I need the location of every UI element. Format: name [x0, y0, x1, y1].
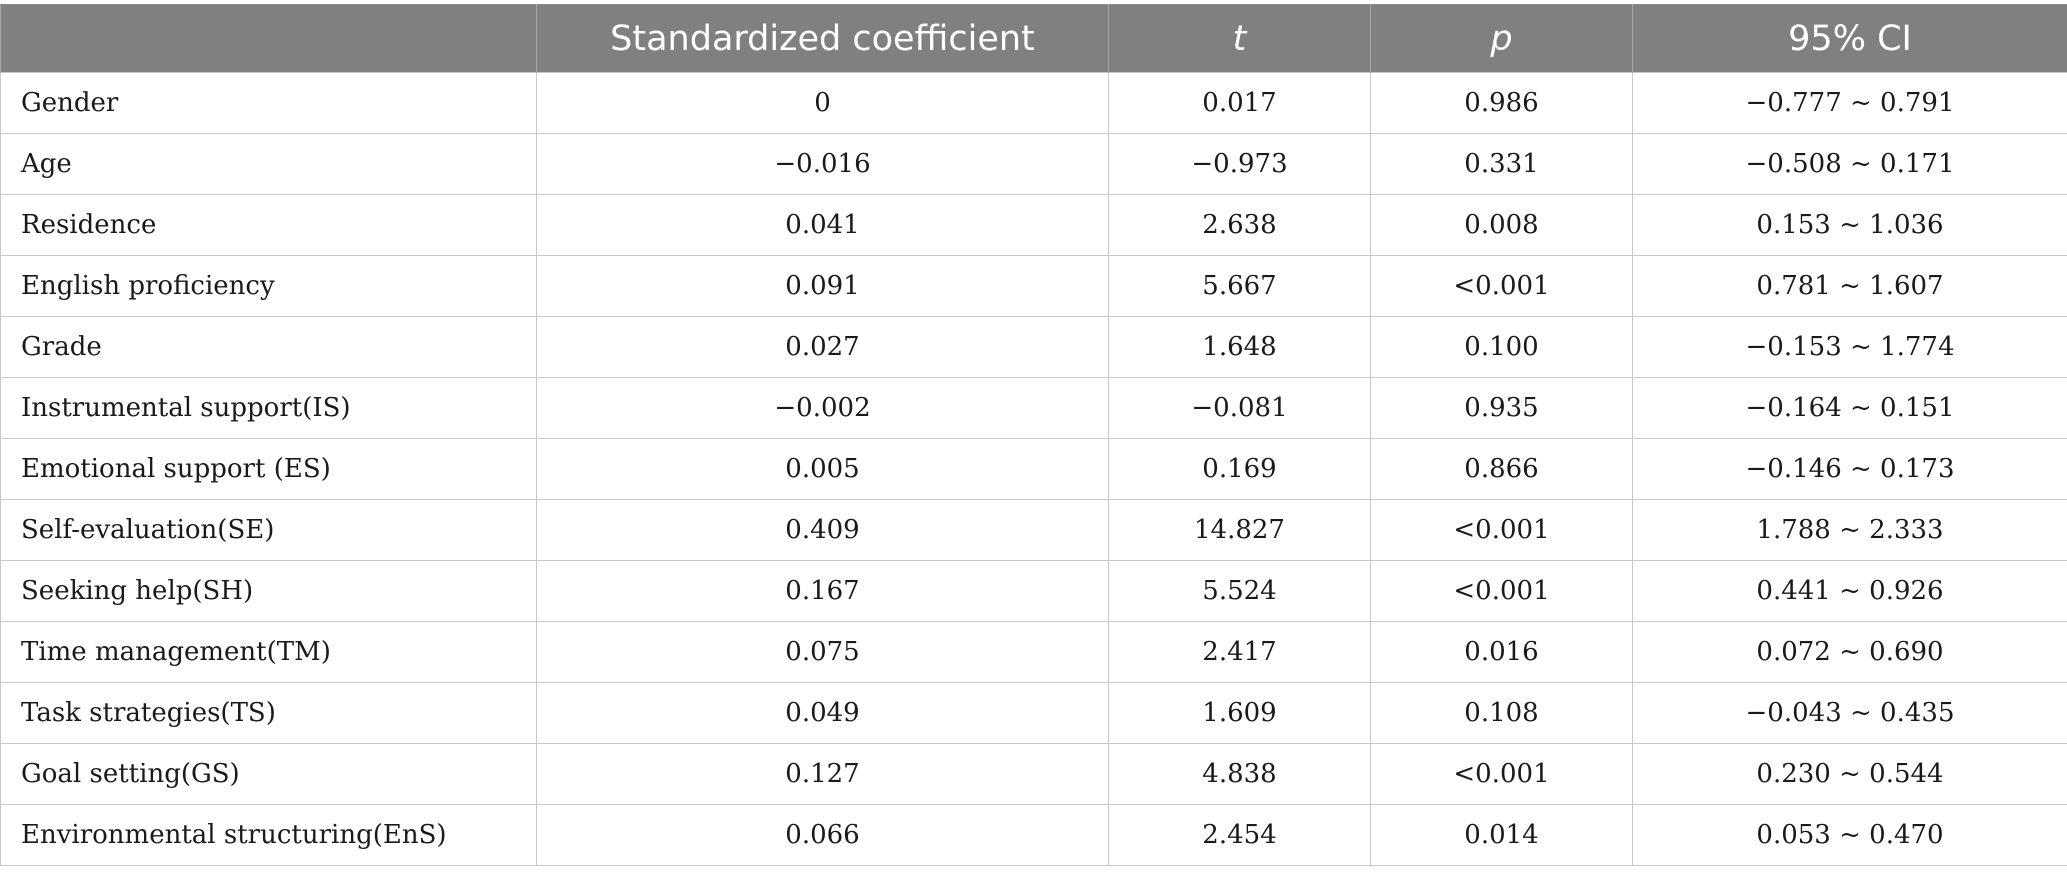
header-95-ci: 95% CI	[1632, 4, 2067, 73]
ci-cell: 0.053 ~ 0.470	[1632, 804, 2067, 866]
standardized-coefficient-cell: 0.027	[536, 316, 1109, 378]
row-label: Grade	[0, 316, 537, 378]
ci-cell: −0.153 ~ 1.774	[1632, 316, 2067, 378]
t-cell: 2.638	[1108, 194, 1371, 256]
row-label: Task strategies(TS)	[0, 682, 537, 744]
table-row: Goal setting(GS) 0.127 4.838 <0.001 0.230 ~ …	[0, 743, 2067, 805]
standardized-coefficient-cell: 0.409	[536, 499, 1109, 561]
table-row: Time management(TM) 0.075 2.417 0.016 0.072 …	[0, 621, 2067, 683]
t-cell: −0.081	[1108, 377, 1371, 439]
t-cell: −0.973	[1108, 133, 1371, 195]
table-row: English proficiency 0.091 5.667 <0.001 0.781…	[0, 255, 2067, 317]
t-cell: 5.524	[1108, 560, 1371, 622]
p-cell: 0.014	[1370, 804, 1633, 866]
header-p: p	[1370, 4, 1633, 73]
ci-cell: −0.508 ~ 0.171	[1632, 133, 2067, 195]
ci-cell: 1.788 ~ 2.333	[1632, 499, 2067, 561]
ci-cell: 0.072 ~ 0.690	[1632, 621, 2067, 683]
row-label: Residence	[0, 194, 537, 256]
row-label: Environmental structuring(EnS)	[0, 804, 537, 866]
row-label: Seeking help(SH)	[0, 560, 537, 622]
standardized-coefficient-cell: −0.016	[536, 133, 1109, 195]
p-cell: 0.331	[1370, 133, 1633, 195]
p-cell: 0.935	[1370, 377, 1633, 439]
table-row: Grade 0.027 1.648 0.100 −0.153 ~ 1.774	[0, 316, 2067, 378]
header-t: t	[1108, 4, 1371, 73]
table-row: Gender 0 0.017 0.986 −0.777 ~ 0.791	[0, 72, 2067, 134]
row-label: Goal setting(GS)	[0, 743, 537, 805]
standardized-coefficient-cell: 0.127	[536, 743, 1109, 805]
t-cell: 4.838	[1108, 743, 1371, 805]
regression-table-container: Standardized coefficient t p 95% CI Gend…	[0, 4, 2067, 866]
ci-cell: −0.043 ~ 0.435	[1632, 682, 2067, 744]
p-cell: <0.001	[1370, 560, 1633, 622]
p-cell: 0.016	[1370, 621, 1633, 683]
t-cell: 14.827	[1108, 499, 1371, 561]
t-cell: 0.017	[1108, 72, 1371, 134]
t-cell: 2.417	[1108, 621, 1371, 683]
standardized-coefficient-cell: 0.049	[536, 682, 1109, 744]
row-label: English proficiency	[0, 255, 537, 317]
table-row: Residence 0.041 2.638 0.008 0.153 ~ 1.036	[0, 194, 2067, 256]
standardized-coefficient-cell: −0.002	[536, 377, 1109, 439]
t-cell: 0.169	[1108, 438, 1371, 500]
ci-cell: 0.230 ~ 0.544	[1632, 743, 2067, 805]
table-row: Emotional support (ES) 0.005 0.169 0.866 −0.…	[0, 438, 2067, 500]
standardized-coefficient-cell: 0.066	[536, 804, 1109, 866]
header-standardized-coefficient: Standardized coefficient	[536, 4, 1109, 73]
table-row: Instrumental support(IS) −0.002 −0.081 0.93…	[0, 377, 2067, 439]
table-row: Self-evaluation(SE) 0.409 14.827 <0.001 1.78…	[0, 499, 2067, 561]
p-cell: 0.008	[1370, 194, 1633, 256]
ci-cell: 0.781 ~ 1.607	[1632, 255, 2067, 317]
table-row: Seeking help(SH) 0.167 5.524 <0.001 0.441 ~ …	[0, 560, 2067, 622]
header-row: Standardized coefficient t p 95% CI	[0, 4, 2067, 73]
table-row: Task strategies(TS) 0.049 1.609 0.108 −0.043…	[0, 682, 2067, 744]
t-cell: 1.609	[1108, 682, 1371, 744]
row-label: Emotional support (ES)	[0, 438, 537, 500]
standardized-coefficient-cell: 0.091	[536, 255, 1109, 317]
standardized-coefficient-cell: 0.005	[536, 438, 1109, 500]
p-cell: 0.108	[1370, 682, 1633, 744]
table-row: Age −0.016 −0.973 0.331 −0.508 ~ 0.171	[0, 133, 2067, 195]
t-cell: 2.454	[1108, 804, 1371, 866]
p-cell: 0.100	[1370, 316, 1633, 378]
row-label: Instrumental support(IS)	[0, 377, 537, 439]
header-variable	[0, 4, 537, 73]
p-cell: <0.001	[1370, 499, 1633, 561]
row-label: Gender	[0, 72, 537, 134]
regression-table: Standardized coefficient t p 95% CI Gend…	[0, 4, 2067, 866]
row-label: Time management(TM)	[0, 621, 537, 683]
ci-cell: 0.441 ~ 0.926	[1632, 560, 2067, 622]
ci-cell: −0.777 ~ 0.791	[1632, 72, 2067, 134]
p-cell: <0.001	[1370, 255, 1633, 317]
ci-cell: −0.146 ~ 0.173	[1632, 438, 2067, 500]
ci-cell: −0.164 ~ 0.151	[1632, 377, 2067, 439]
row-label: Age	[0, 133, 537, 195]
standardized-coefficient-cell: 0.075	[536, 621, 1109, 683]
table-row: Environmental structuring(EnS) 0.066 2.454…	[0, 804, 2067, 866]
p-cell: 0.866	[1370, 438, 1633, 500]
standardized-coefficient-cell: 0	[536, 72, 1109, 134]
ci-cell: 0.153 ~ 1.036	[1632, 194, 2067, 256]
p-cell: 0.986	[1370, 72, 1633, 134]
p-cell: <0.001	[1370, 743, 1633, 805]
standardized-coefficient-cell: 0.041	[536, 194, 1109, 256]
table-body: Gender 0 0.017 0.986 −0.777 ~ 0.791 Age −0.016…	[0, 72, 2067, 866]
row-label: Self-evaluation(SE)	[0, 499, 537, 561]
standardized-coefficient-cell: 0.167	[536, 560, 1109, 622]
t-cell: 1.648	[1108, 316, 1371, 378]
t-cell: 5.667	[1108, 255, 1371, 317]
